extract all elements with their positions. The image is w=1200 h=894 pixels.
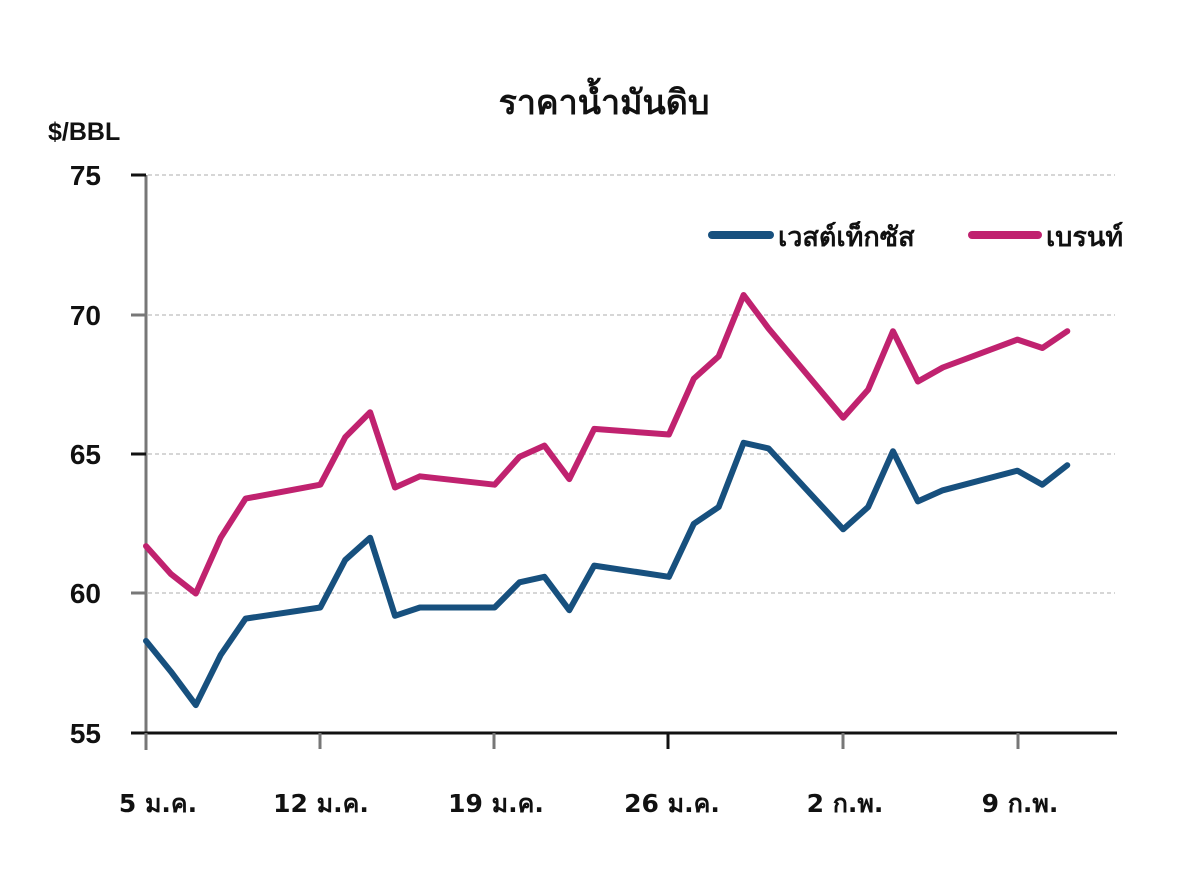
y-axis: 75 70 65 60 55	[70, 160, 148, 750]
x-tick-label: 26 ม.ค.	[624, 789, 720, 818]
x-tick-label: 12 ม.ค.	[273, 789, 369, 818]
y-tick-label: 70	[70, 300, 101, 331]
gridlines	[148, 174, 1115, 594]
y-axis-unit-label: $/BBL	[48, 118, 120, 146]
y-tick-label: 75	[70, 160, 101, 191]
x-tick-label: 5 ม.ค.	[119, 789, 197, 818]
y-tick-label: 60	[70, 578, 101, 609]
x-tick-label: 19 ม.ค.	[448, 789, 544, 818]
legend: เวสต์เท็กซัส เบรนท์	[708, 219, 1123, 253]
x-tick-label: 2 ก.พ.	[807, 789, 884, 818]
series-layer	[143, 292, 1071, 709]
y-tick-label: 65	[70, 439, 101, 470]
legend-label-brent: เบรนท์	[1046, 221, 1123, 253]
x-axis: 5 ม.ค. 12 ม.ค. 19 ม.ค. 26 ม.ค. 2 ก.พ. 9 …	[119, 731, 1117, 818]
series-line-wti	[143, 439, 1071, 709]
y-tick-label: 55	[70, 718, 101, 749]
chart-title: ราคาน้ำมันดิบ	[499, 77, 710, 123]
legend-label-wti: เวสต์เท็กซัส	[778, 219, 915, 253]
series-line-brent	[143, 292, 1071, 597]
x-tick-label: 9 ก.พ.	[982, 789, 1059, 818]
